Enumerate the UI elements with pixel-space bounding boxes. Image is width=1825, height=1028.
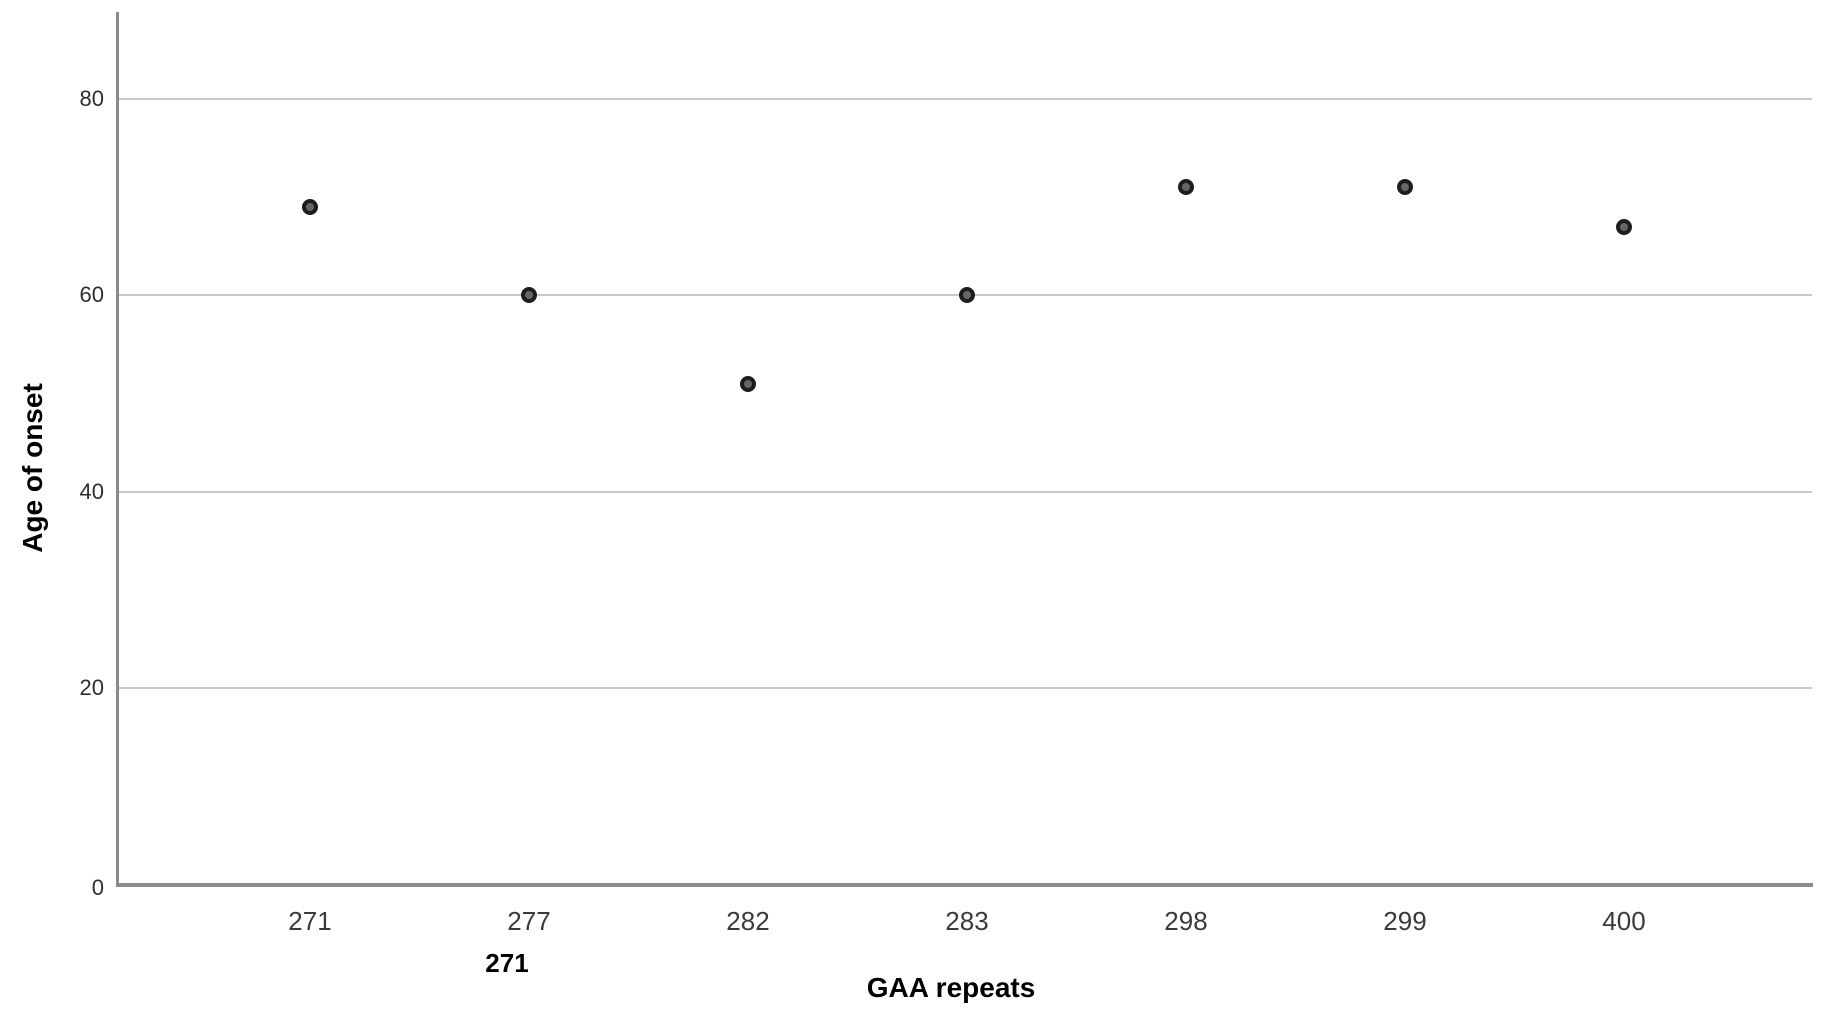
data-point-277 (521, 287, 537, 304)
y-tick-label-0: 0 (91, 875, 104, 900)
data-point-271 (302, 198, 318, 215)
y-tick-label-80: 80 (79, 86, 104, 111)
x-tick-label-298: 298 (1164, 906, 1208, 936)
y-tick-label-40: 40 (79, 478, 104, 504)
data-point-298 (1178, 179, 1194, 196)
x-tick-label-400: 400 (1602, 906, 1646, 936)
x-tick-label-277: 277 (507, 906, 551, 936)
gridline-y-80 (119, 98, 1812, 100)
y-tick-label-60: 60 (79, 282, 104, 308)
gridline-y-40 (119, 490, 1812, 493)
y-tick-label-20: 20 (79, 674, 104, 700)
x-tick-label-271: 271 (288, 906, 332, 936)
x-axis-title: GAA repeats (866, 972, 1036, 1003)
x-tick-label-282: 282 (726, 906, 770, 936)
x-axis-line (116, 883, 1813, 887)
y-axis-line (116, 12, 119, 886)
data-point-282 (740, 375, 756, 392)
x-tick-label-299: 299 (1383, 906, 1427, 936)
data-point-283 (959, 287, 975, 304)
below-axis-annotation: 271 (485, 948, 529, 978)
data-point-400 (1616, 218, 1632, 235)
x-tick-label-283: 283 (945, 906, 989, 936)
gridline-y-20 (119, 686, 1812, 689)
data-point-299 (1397, 179, 1413, 196)
y-axis-title: Age of onset (17, 383, 48, 553)
